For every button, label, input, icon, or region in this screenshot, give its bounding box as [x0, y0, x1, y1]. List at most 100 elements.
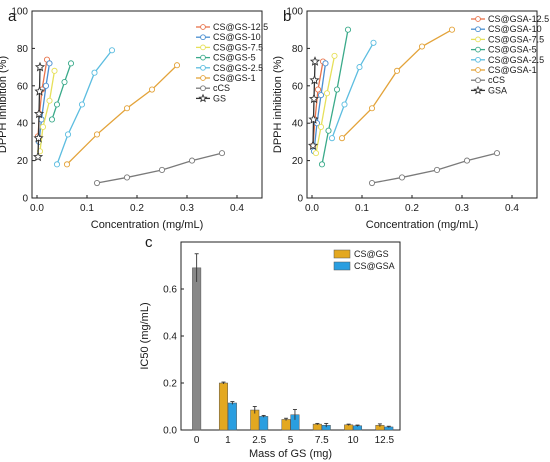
- data-point: [317, 92, 325, 99]
- x-tick-label: 0.3: [180, 203, 194, 214]
- panel-b: 0 20 40 60 80 100 0.0 0.1 0.2 0.3 0.4 Concentration…: [272, 7, 549, 232]
- data-point: [317, 123, 325, 130]
- series-line: [341, 29, 453, 139]
- legend-label: cCS: [213, 83, 230, 93]
- data-point: [309, 74, 320, 85]
- x-tick-label: 1: [225, 435, 231, 446]
- data-point: [341, 101, 348, 108]
- series-line: [96, 152, 223, 184]
- series-line: [315, 55, 336, 154]
- legend-swatch: [333, 249, 351, 259]
- panel-letter-a: a: [8, 8, 17, 25]
- data-point: [356, 64, 363, 71]
- legend-marker: [475, 16, 481, 22]
- legend-marker: [200, 24, 206, 30]
- panel-c: 0.00.20.40.60 1 2.5 5 7.5 10 12.5CS@GSCS@GSAMa…: [139, 241, 401, 460]
- data-point: [42, 82, 50, 89]
- data-point: [393, 67, 401, 74]
- data-point: [307, 140, 319, 150]
- data-point: [309, 56, 321, 66]
- series-line: [313, 63, 327, 152]
- legend-label: CS@GS-2.5: [213, 63, 263, 73]
- data-point: [368, 105, 376, 112]
- legend-marker: [475, 26, 481, 33]
- x-tick-label: 0.2: [405, 203, 419, 214]
- data-point: [323, 90, 331, 97]
- data-point: [344, 26, 352, 33]
- data-point: [188, 157, 196, 164]
- data-point: [39, 123, 47, 130]
- legend-marker: [200, 34, 206, 41]
- legend-label: CS@GS-5: [213, 53, 256, 63]
- y-tick-label: 40: [292, 119, 304, 130]
- y-tick-label: 40: [17, 119, 29, 130]
- data-point: [314, 86, 322, 93]
- legend-label: CS@GS: [354, 249, 389, 259]
- x-tick-label: 0.2: [130, 203, 144, 214]
- data-point: [318, 161, 326, 168]
- legend-label: GSA: [488, 85, 507, 95]
- data-point: [67, 60, 75, 67]
- data-point: [173, 62, 181, 69]
- plot-frame: [306, 10, 538, 199]
- data-point: [51, 67, 58, 74]
- data-point: [32, 151, 44, 162]
- y-tick-label: 0.4: [163, 332, 177, 343]
- legend-marker: [198, 93, 208, 103]
- data-point: [433, 166, 441, 173]
- data-point: [148, 86, 156, 93]
- legend-marker: [475, 77, 481, 84]
- y-axis-label: IC50 (mg/mL): [139, 302, 151, 369]
- data-point: [123, 105, 131, 112]
- legend-marker: [475, 67, 481, 73]
- data-point: [368, 179, 376, 187]
- legend-marker: [475, 46, 481, 53]
- y-tick-label: 60: [17, 81, 29, 92]
- x-tick-label: 5: [288, 435, 294, 446]
- data-point: [218, 150, 226, 157]
- data-point: [53, 101, 61, 108]
- y-tick-label: 100: [286, 7, 303, 18]
- data-point: [463, 157, 471, 164]
- data-point: [398, 174, 406, 181]
- series-line: [371, 152, 498, 184]
- x-tick-label: 0.4: [505, 203, 519, 214]
- data-point: [46, 97, 53, 104]
- y-axis-label: DPPH inhibition (%): [0, 56, 9, 153]
- panel-letter-b: b: [283, 8, 291, 25]
- x-axis-label: Concentration (mg/mL): [366, 219, 479, 231]
- legend-label: GS: [213, 93, 226, 103]
- legend-marker: [200, 54, 206, 61]
- data-point: [308, 114, 319, 124]
- x-tick-label: 0.4: [230, 203, 244, 214]
- panel-a: 0 20 40 60 80 100 0.0 0.1 0.2 0.3 0.4 Concentration…: [0, 7, 268, 232]
- legend-label: CS@GSA-7.5: [488, 34, 544, 44]
- legend-swatch: [333, 261, 351, 271]
- legend-label: CS@GSA: [354, 261, 395, 271]
- series-line: [66, 64, 178, 165]
- data-point: [448, 26, 456, 33]
- bar: [281, 419, 291, 431]
- bar: [192, 267, 202, 431]
- series-line: [38, 63, 51, 142]
- legend-label: CS@GSA-2.5: [488, 55, 544, 65]
- y-axis-label: DPPH inhibition (%): [272, 56, 284, 153]
- legend-label: CS@GS-1: [213, 73, 256, 83]
- y-tick-label: 20: [17, 156, 29, 167]
- legend-label: CS@GS-10: [213, 32, 261, 42]
- data-point: [33, 108, 45, 119]
- data-point: [493, 150, 501, 157]
- data-point: [108, 47, 116, 54]
- x-axis-label: Mass of GS (mg): [249, 448, 332, 460]
- legend-marker: [473, 85, 483, 95]
- plot-frame: [31, 10, 263, 199]
- data-point: [53, 161, 61, 168]
- x-tick-label: 0: [194, 435, 200, 446]
- legend-marker: [200, 44, 206, 51]
- data-point: [370, 39, 377, 46]
- series-line: [331, 42, 375, 139]
- bar: [218, 382, 228, 431]
- legend-marker: [475, 56, 481, 63]
